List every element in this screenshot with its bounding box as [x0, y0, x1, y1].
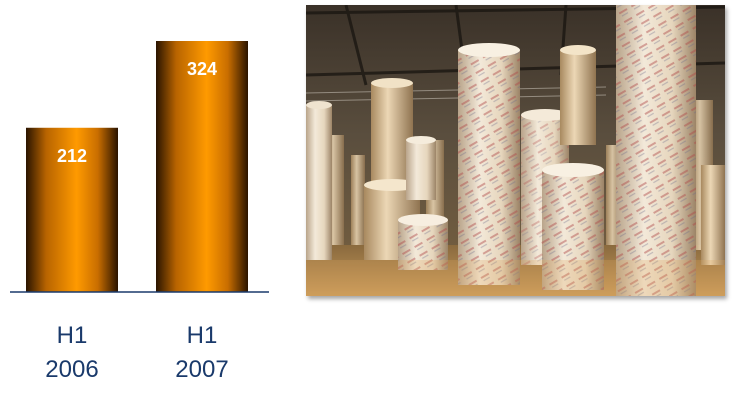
x-tick-label: 2007 [175, 356, 228, 383]
bar-h1-2006 [26, 127, 118, 292]
labels-layer: 212 H1 2006 324 H1 2007 [45, 59, 228, 383]
photo-illustration [306, 5, 725, 296]
paper-rolls-warehouse-photo [306, 5, 725, 296]
bar-chart-svg: 212 H1 2006 324 H1 2007 [10, 41, 269, 383]
bars-layer [26, 41, 248, 292]
bar-value-label: 324 [187, 59, 217, 79]
x-tick-label: H1 [57, 322, 88, 349]
bar-chart: 212 H1 2006 324 H1 2007 [0, 0, 300, 392]
x-tick-label: 2006 [45, 356, 98, 383]
bar-h1-2007 [156, 41, 248, 292]
x-tick-label: H1 [187, 322, 218, 349]
bar-value-label: 212 [57, 146, 87, 166]
